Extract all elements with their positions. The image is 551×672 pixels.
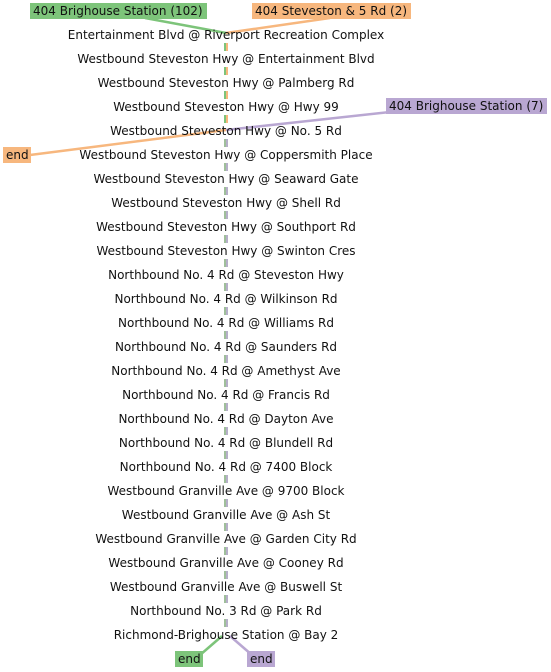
stop-label: Westbound Steveston Hwy @ Hwy 99 [113,100,339,114]
end-box-bottom-green-label: end [178,652,201,666]
connector-green-end [199,635,223,656]
trunk-segment [224,307,228,315]
end-box-left-bg [3,147,31,163]
trunk-segment [224,67,228,75]
stop-labels: Entertainment Blvd @ Riverport Recreatio… [68,28,384,642]
stop-label: Westbound Steveston Hwy @ Seaward Gate [94,172,359,186]
end-box-bottom-green: end [175,651,203,667]
trunk-segment [224,499,228,507]
route-box-purple-bg [386,98,547,114]
connector-orange-end [29,128,227,157]
trunk-segment [224,355,228,363]
trunk-segment [224,379,228,387]
end-box-bottom-purple-label: end [250,652,273,666]
connector-purple-source [225,110,391,132]
connector-orange-source [225,16,331,35]
stop-label: Westbound Steveston Hwy @ Southport Rd [96,220,356,234]
route-box-orange-bg [252,3,411,19]
trunk-segment [224,187,228,195]
trunk-segment [224,91,228,99]
route-box-orange-label: 404 Steveston & 5 Rd (2) [255,4,407,18]
stop-label: Northbound No. 3 Rd @ Park Rd [130,604,322,618]
end-box-bottom-green-bg [175,651,203,667]
stop-label: Entertainment Blvd @ Riverport Recreatio… [68,28,384,42]
route-box-orange: 404 Steveston & 5 Rd (2) [252,3,411,19]
trunk-segments [224,43,228,627]
stop-label: Northbound No. 4 Rd @ Saunders Rd [115,340,337,354]
end-box-left: end [3,147,31,163]
stop-label: Northbound No. 4 Rd @ 7400 Block [120,460,333,474]
stop-label: Westbound Granville Ave @ Ash St [122,508,331,522]
stop-label: Westbound Steveston Hwy @ Shell Rd [111,196,341,210]
trunk-segment [224,283,228,291]
stop-label: Westbound Granville Ave @ Cooney Rd [108,556,343,570]
trunk-segment [224,211,228,219]
stop-label: Westbound Steveston Hwy @ Swinton Cres [96,244,355,258]
stop-label: Westbound Granville Ave @ Buswell St [110,580,343,594]
trunk-segment [224,403,228,411]
connector-lines [29,16,391,656]
trunk-segment [224,451,228,459]
stop-label: Northbound No. 4 Rd @ Francis Rd [122,388,330,402]
trunk-segment [224,163,228,171]
trunk-segment [224,115,228,123]
trunk-segment [224,547,228,555]
trunk-segment [224,235,228,243]
stop-label: Northbound No. 4 Rd @ Dayton Ave [118,412,333,426]
stop-label: Northbound No. 4 Rd @ Steveston Hwy [108,268,344,282]
route-box-purple: 404 Brighouse Station (7) [386,98,547,114]
trunk-segment [224,475,228,483]
route-box-purple-label: 404 Brighouse Station (7) [389,99,543,113]
trunk-segment [224,43,228,51]
stop-label: Northbound No. 4 Rd @ Blundell Rd [119,436,333,450]
stop-label: Northbound No. 4 Rd @ Williams Rd [118,316,334,330]
stop-label: Northbound No. 4 Rd @ Amethyst Ave [111,364,340,378]
trunk-segment [224,595,228,603]
connector-green-source [144,16,227,35]
end-box-left-label: end [6,148,29,162]
stop-label: Westbound Steveston Hwy @ No. 5 Rd [110,124,342,138]
stop-label: Northbound No. 4 Rd @ Wilkinson Rd [114,292,337,306]
trunk-segment [224,139,228,147]
trunk-segment [224,259,228,267]
stop-label: Westbound Steveston Hwy @ Entertainment … [77,52,374,66]
trunk-segment [224,571,228,579]
end-box-bottom-purple: end [247,651,275,667]
stop-label: Westbound Steveston Hwy @ Coppersmith Pl… [79,148,372,162]
trunk-segment [224,523,228,531]
stop-label: Westbound Granville Ave @ Garden City Rd [95,532,356,546]
stop-label: Westbound Granville Ave @ 9700 Block [107,484,344,498]
trunk-segment [224,331,228,339]
end-box-bottom-purple-bg [247,651,275,667]
stop-label: Richmond-Brighouse Station @ Bay 2 [114,628,339,642]
stop-label: Westbound Steveston Hwy @ Palmberg Rd [98,76,355,90]
route-box-green-bg [30,3,207,19]
route-box-green-label: 404 Brighouse Station (102) [33,4,203,18]
trunk-segment [224,427,228,435]
trunk-segment [224,619,228,627]
route-box-green: 404 Brighouse Station (102) [30,3,207,19]
